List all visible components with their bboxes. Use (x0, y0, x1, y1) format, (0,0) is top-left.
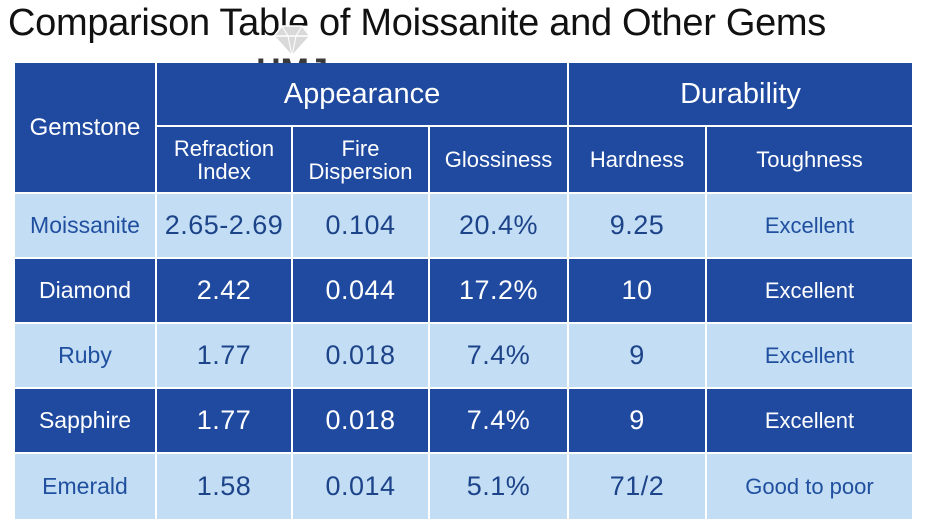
cell-toughness-moissanite: Excellent (707, 194, 912, 257)
cell-gemstone-moissanite: Moissanite (15, 194, 155, 257)
header-fire-line2: Dispersion (308, 158, 413, 184)
header-refraction-index: Refraction Index (157, 127, 291, 192)
cell-dispersion-sapphire: 0.018 (293, 389, 428, 452)
cell-toughness-diamond: Excellent (707, 259, 912, 322)
cell-toughness-sapphire: Excellent (707, 389, 912, 452)
cell-glossiness-sapphire: 7.4% (430, 389, 567, 452)
header-durability: Durability (569, 63, 912, 125)
cell-gemstone-ruby: Ruby (15, 324, 155, 387)
cell-refraction-emerald: 1.58 (157, 454, 291, 519)
header-gemstone: Gemstone (15, 63, 155, 192)
cell-refraction-moissanite: 2.65-2.69 (157, 194, 291, 257)
header-fire-line1: Fire (341, 135, 380, 161)
cell-glossiness-diamond: 17.2% (430, 259, 567, 322)
page-title: Comparison Table of Moissanite and Other… (8, 2, 826, 44)
header-glossiness: Glossiness (430, 127, 567, 192)
cell-toughness-ruby: Excellent (707, 324, 912, 387)
cell-hardness-ruby: 9 (569, 324, 705, 387)
cell-refraction-diamond: 2.42 (157, 259, 291, 322)
cell-gemstone-diamond: Diamond (15, 259, 155, 322)
cell-glossiness-emerald: 5.1% (430, 454, 567, 519)
cell-dispersion-diamond: 0.044 (293, 259, 428, 322)
header-appearance: Appearance (157, 63, 567, 125)
header-refraction-line1: Refraction (173, 135, 275, 161)
header-toughness: Toughness (707, 127, 912, 192)
comparison-table: Gemstone Appearance Durability Refractio… (15, 63, 912, 519)
cell-glossiness-moissanite: 20.4% (430, 194, 567, 257)
cell-refraction-sapphire: 1.77 (157, 389, 291, 452)
diamond-icon (273, 25, 311, 58)
header-fire-dispersion: Fire Dispersion (293, 127, 428, 192)
cell-hardness-moissanite: 9.25 (569, 194, 705, 257)
cell-hardness-diamond: 10 (569, 259, 705, 322)
cell-gemstone-emerald: Emerald (15, 454, 155, 519)
cell-gemstone-sapphire: Sapphire (15, 389, 155, 452)
cell-hardness-emerald: 71/2 (569, 454, 705, 519)
cell-toughness-emerald: Good to poor (707, 454, 912, 519)
cell-hardness-sapphire: 9 (569, 389, 705, 452)
header-refraction-line2: Index (197, 158, 251, 184)
cell-glossiness-ruby: 7.4% (430, 324, 567, 387)
header-hardness: Hardness (569, 127, 705, 192)
cell-dispersion-moissanite: 0.104 (293, 194, 428, 257)
cell-refraction-ruby: 1.77 (157, 324, 291, 387)
cell-dispersion-emerald: 0.014 (293, 454, 428, 519)
cell-dispersion-ruby: 0.018 (293, 324, 428, 387)
